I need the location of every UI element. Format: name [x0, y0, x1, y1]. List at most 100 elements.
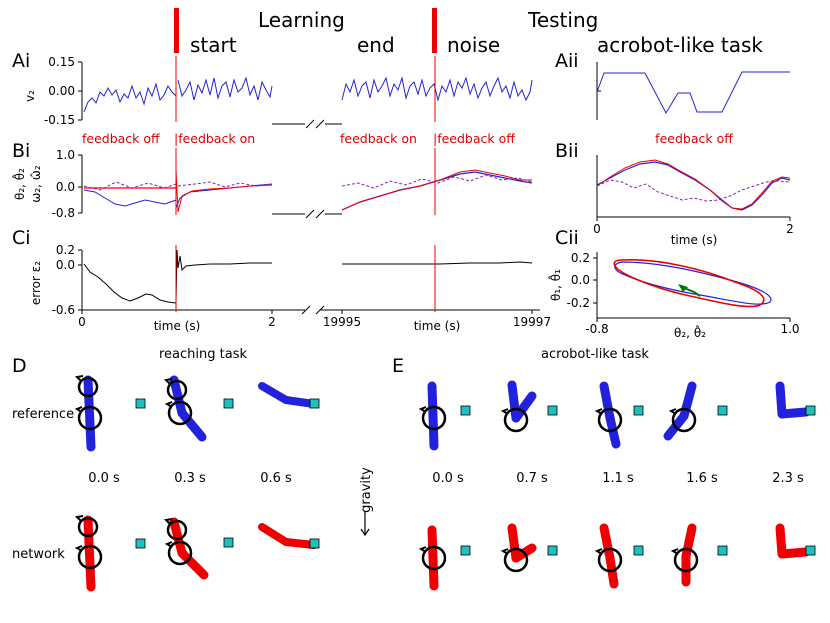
- cii-xlabel: θ₂, θ̂₂: [674, 324, 706, 340]
- panel-label-bii: Bii: [555, 140, 579, 162]
- bii-omega: [596, 179, 791, 202]
- ai-ytick-top: 0.15: [48, 55, 75, 69]
- panel-label-bi: Bi: [12, 140, 30, 162]
- e-title: acrobot-like task: [541, 347, 649, 362]
- bi-theta-net-after: [175, 169, 273, 213]
- ci-error-start: [83, 263, 177, 304]
- panel-ai: 0.15 0.00 -0.15 v₂: [23, 55, 533, 127]
- ai-series-after: [177, 76, 273, 101]
- ai-ylabel: v₂: [23, 90, 37, 102]
- cii-ytick-top: 0.2: [571, 251, 590, 265]
- e-net-4: [775, 523, 811, 559]
- d-time-0: 0.0 s: [88, 471, 120, 486]
- bii-theta-net: [596, 159, 791, 210]
- ci-ylabel: error ε₂: [29, 261, 43, 305]
- d-ref-target-0: [135, 398, 146, 409]
- gravity-indicator: gravity: [359, 467, 374, 537]
- bi-fb-off-noise: |feedback off: [433, 131, 515, 146]
- e-net-3: [670, 523, 699, 587]
- cii-ytick-bottom: -0.2: [567, 296, 590, 310]
- panel-e: acrobot-like task: [418, 347, 816, 591]
- axis-break-marks: [272, 119, 342, 219]
- bi-theta-end: [341, 171, 533, 211]
- panel-label-e: E: [392, 355, 404, 377]
- bi-ytick-bottom: -0.8: [52, 206, 75, 220]
- bi-omega-start: [83, 181, 177, 191]
- cii-arrow: [678, 284, 688, 292]
- d-ref-1: [163, 375, 207, 442]
- panel-bii: feedback off 0 2 time (s): [593, 131, 794, 247]
- d-net-1: [163, 517, 209, 580]
- bi-omega-after: [177, 181, 273, 188]
- bi-ylabel-1: θ₂, θ̂₂: [11, 168, 27, 200]
- ci-ytick-bottom: -0.6: [52, 303, 75, 317]
- e-ref-target-0: [460, 405, 471, 416]
- e-net-2: [594, 523, 623, 589]
- d-time-2: 0.6 s: [260, 471, 292, 486]
- e-ref-4: [775, 381, 811, 419]
- noise-marker: [432, 8, 437, 53]
- bii-xtick-0: 0: [593, 222, 601, 236]
- e-ref-2: [594, 381, 623, 449]
- end-label: end: [357, 33, 395, 57]
- cii-ytick-mid: 0.0: [571, 273, 590, 287]
- d-network-label: network: [12, 547, 65, 562]
- cii-ylabel: θ₁, θ̂₁: [547, 269, 563, 301]
- e-time-1: 0.7 s: [516, 471, 548, 486]
- bi-theta-ref-start: [83, 189, 177, 207]
- ai-ytick-bottom: -0.15: [44, 113, 75, 127]
- cii-trajectory-ref: [614, 261, 772, 305]
- e-time-0: 0.0 s: [432, 471, 464, 486]
- ai-ytick-mid: 0.00: [48, 84, 75, 98]
- aii-series: [596, 71, 790, 115]
- bii-theta-ref: [596, 161, 791, 211]
- noise-label: noise: [447, 33, 500, 57]
- e-net-target-1: [547, 545, 558, 556]
- panel-label-aii: Aii: [555, 50, 579, 72]
- e-ref-target-2: [633, 405, 644, 416]
- learning-header: Learning: [258, 8, 345, 32]
- e-ref-target-4: [805, 405, 816, 416]
- bii-fb-off: feedback off: [655, 131, 733, 146]
- d-net-target-1: [223, 537, 234, 548]
- cii-xtick-left: -0.8: [585, 322, 608, 336]
- ci-xtick-19997: 19997: [513, 315, 551, 329]
- bi-theta-after: [175, 183, 273, 209]
- d-net-0: [74, 515, 103, 592]
- panel-label-cii: Cii: [555, 227, 579, 249]
- ci-ytick-top: 0.2: [56, 243, 75, 257]
- ci-error-end: [342, 261, 533, 265]
- panel-label-d: D: [12, 355, 27, 377]
- ai-series-end: [341, 76, 533, 102]
- start-marker: [174, 8, 179, 53]
- d-net-target-2: [309, 538, 320, 549]
- e-ref-0: [418, 381, 447, 451]
- panel-label-ai: Ai: [12, 50, 30, 72]
- ci-xtick-19995: 19995: [323, 315, 361, 329]
- d-reference-label: reference: [12, 407, 74, 422]
- e-net-1: [500, 523, 537, 573]
- bi-ytick-top: 1.0: [56, 148, 75, 162]
- bi-fb-on-end: feedback on: [340, 131, 417, 146]
- d-title: reaching task: [159, 347, 247, 362]
- bi-ylabel-2: ω₂, ω̂₂: [29, 165, 43, 203]
- bii-xlabel: time (s): [671, 233, 718, 247]
- gravity-label: gravity: [359, 467, 374, 513]
- bi-fb-off: feedback off: [82, 131, 160, 146]
- ci-ytick-mid: 0.0: [56, 258, 75, 272]
- d-ref-target-2: [309, 398, 320, 409]
- cii-xtick-right: 1.0: [780, 322, 799, 336]
- ci-xtick-0: 0: [78, 315, 86, 329]
- panel-ci: 0.2 0.0 -0.6 error ε₂ 0 2 19995 19997 ti…: [29, 243, 551, 333]
- e-ref-target-1: [547, 405, 558, 416]
- bi-ytick-mid: 0.0: [56, 180, 75, 194]
- e-net-target-4: [805, 545, 816, 556]
- acrobot-header: acrobot-like task: [597, 33, 763, 57]
- d-ref-2: [258, 382, 318, 408]
- ci-error-after: [175, 249, 272, 304]
- e-ref-target-3: [717, 405, 728, 416]
- d-ref-target-1: [223, 398, 234, 409]
- ci-xlabel-left: time (s): [154, 319, 201, 333]
- d-net-2: [258, 523, 318, 549]
